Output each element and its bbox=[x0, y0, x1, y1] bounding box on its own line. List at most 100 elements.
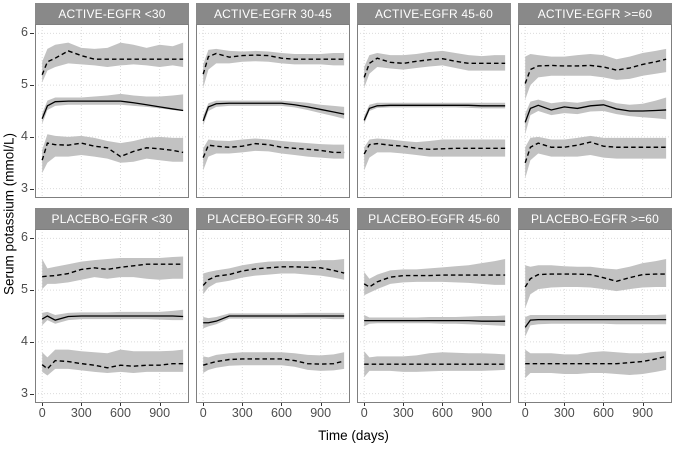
y-tick-mark bbox=[30, 393, 34, 395]
ribbon-upper bbox=[364, 259, 506, 296]
line-lower bbox=[524, 141, 667, 164]
ribbon-median bbox=[364, 102, 506, 124]
line-median bbox=[524, 318, 667, 328]
line-median bbox=[364, 320, 506, 322]
x-tick-mark bbox=[281, 403, 283, 406]
x-tick-label: 300 bbox=[70, 406, 92, 420]
x-tick-label: 300 bbox=[553, 406, 575, 420]
ribbon-upper bbox=[525, 48, 667, 100]
x-tick-label: 0 bbox=[199, 406, 207, 420]
ribbon-median bbox=[42, 309, 184, 326]
x-tick-label: 900 bbox=[632, 406, 654, 420]
plot-area bbox=[518, 229, 672, 403]
facet-strip-label: ACTIVE-EGFR 45-60 bbox=[357, 3, 511, 24]
x-tick-label: 900 bbox=[471, 406, 493, 420]
y-tick-mark bbox=[30, 238, 34, 240]
facet-panel: ACTIVE-EGFR >=60 bbox=[518, 3, 672, 198]
facet-strip-label: ACTIVE-EGFR 30-45 bbox=[196, 3, 350, 24]
ribbon-lower bbox=[525, 135, 667, 179]
line-upper bbox=[202, 52, 345, 75]
x-tick-label: 600 bbox=[110, 406, 131, 420]
facet-panel: PLACEBO-EGFR <30 bbox=[35, 208, 189, 403]
x-tick-label: 900 bbox=[149, 406, 171, 420]
facet-panel: ACTIVE-EGFR <30 bbox=[35, 3, 189, 198]
x-tick-mark bbox=[564, 403, 566, 406]
y-tick-mark bbox=[30, 85, 34, 87]
y-tick-label: 4 bbox=[21, 128, 28, 143]
y-axis-ticks: 3 4 5 6 bbox=[14, 208, 34, 403]
x-axis-title-row: Time (days) bbox=[14, 428, 672, 443]
x-tick-mark bbox=[603, 403, 605, 406]
plot-area bbox=[196, 24, 350, 198]
x-tick-label: 0 bbox=[360, 406, 368, 420]
x-axis-labels-row: 0 300 600 900 0 300 600 900 0 300 600 900 0 300 600 900 bbox=[14, 403, 672, 422]
facet-strip-label: PLACEBO-EGFR >=60 bbox=[518, 208, 672, 229]
facet-strip-label: PLACEBO-EGFR 30-45 bbox=[196, 208, 350, 229]
x-tick-mark bbox=[81, 403, 83, 406]
x-tick-mark bbox=[203, 403, 205, 406]
line-upper bbox=[41, 50, 184, 76]
y-tick-label: 3 bbox=[21, 180, 28, 195]
ribbon-upper bbox=[42, 42, 184, 83]
y-tick-mark bbox=[30, 290, 34, 292]
x-tick-label: 300 bbox=[392, 406, 414, 420]
x-tick-mark bbox=[364, 403, 366, 406]
x-axis-ticks: 0 300 600 900 bbox=[196, 403, 350, 422]
line-median bbox=[202, 102, 345, 122]
facet-strip-label: PLACEBO-EGFR 45-60 bbox=[357, 208, 511, 229]
plot-area bbox=[196, 229, 350, 403]
facet-strip-label: ACTIVE-EGFR <30 bbox=[35, 3, 189, 24]
facet-row-active: 3 4 5 6 ACTIVE-EGFR <30 ACTIVE-EGFR 30-45 ACTI… bbox=[14, 3, 672, 198]
x-tick-label: 600 bbox=[432, 406, 453, 420]
facet-row-placebo: 3 4 5 6 PLACEBO-EGFR <30 PLACEBO-EGFR 30-45 PL… bbox=[14, 208, 672, 403]
x-tick-label: 0 bbox=[38, 406, 46, 420]
ribbon-median bbox=[525, 97, 667, 135]
x-tick-label: 300 bbox=[231, 406, 253, 420]
line-median bbox=[363, 104, 506, 121]
plot-area bbox=[357, 24, 511, 198]
plot-area bbox=[35, 24, 189, 198]
facet-panel: PLACEBO-EGFR 30-45 bbox=[196, 208, 350, 403]
y-axis-ticks: 3 4 5 6 bbox=[14, 3, 34, 198]
facet-strip-label: ACTIVE-EGFR >=60 bbox=[518, 3, 672, 24]
y-tick-label: 5 bbox=[21, 282, 28, 297]
y-tick-mark bbox=[30, 341, 34, 343]
line-upper bbox=[524, 273, 667, 288]
line-upper bbox=[524, 58, 667, 84]
x-axis-ticks: 0 300 600 900 bbox=[518, 403, 672, 422]
ribbon-median bbox=[203, 312, 345, 329]
facet-grid: 3 4 5 6 ACTIVE-EGFR <30 ACTIVE-EGFR 30-45 ACTI… bbox=[14, 3, 672, 443]
x-tick-mark bbox=[320, 403, 322, 406]
y-tick-mark bbox=[30, 188, 34, 190]
line-lower bbox=[41, 142, 184, 161]
x-tick-mark bbox=[442, 403, 444, 406]
x-axis-ticks: 0 300 600 900 bbox=[357, 403, 511, 422]
plot-area bbox=[357, 229, 511, 403]
x-axis-ticks: 0 300 600 900 bbox=[35, 403, 189, 422]
x-tick-mark bbox=[481, 403, 483, 406]
x-tick-mark bbox=[403, 403, 405, 406]
y-tick-label: 6 bbox=[21, 25, 28, 40]
line-median bbox=[41, 315, 184, 321]
line-lower bbox=[363, 142, 506, 155]
ribbon-upper bbox=[203, 259, 345, 295]
facet-panel: ACTIVE-EGFR 30-45 bbox=[196, 3, 350, 198]
facet-strip-label: PLACEBO-EGFR <30 bbox=[35, 208, 189, 229]
plot-area bbox=[518, 24, 672, 198]
y-tick-label: 6 bbox=[21, 230, 28, 245]
x-tick-label: 900 bbox=[310, 406, 332, 420]
y-tick-label: 5 bbox=[21, 77, 28, 92]
ribbon-lower bbox=[203, 352, 345, 373]
facet-panel: PLACEBO-EGFR >=60 bbox=[518, 208, 672, 403]
y-tick-mark bbox=[30, 33, 34, 35]
x-tick-label: 600 bbox=[271, 406, 292, 420]
line-median bbox=[524, 104, 667, 123]
x-tick-mark bbox=[42, 403, 44, 406]
line-median bbox=[203, 315, 345, 324]
ribbon-lower bbox=[42, 349, 184, 376]
line-upper bbox=[202, 266, 345, 286]
ribbon-upper bbox=[525, 259, 667, 309]
x-tick-mark bbox=[159, 403, 161, 406]
ribbon-upper bbox=[364, 50, 506, 88]
